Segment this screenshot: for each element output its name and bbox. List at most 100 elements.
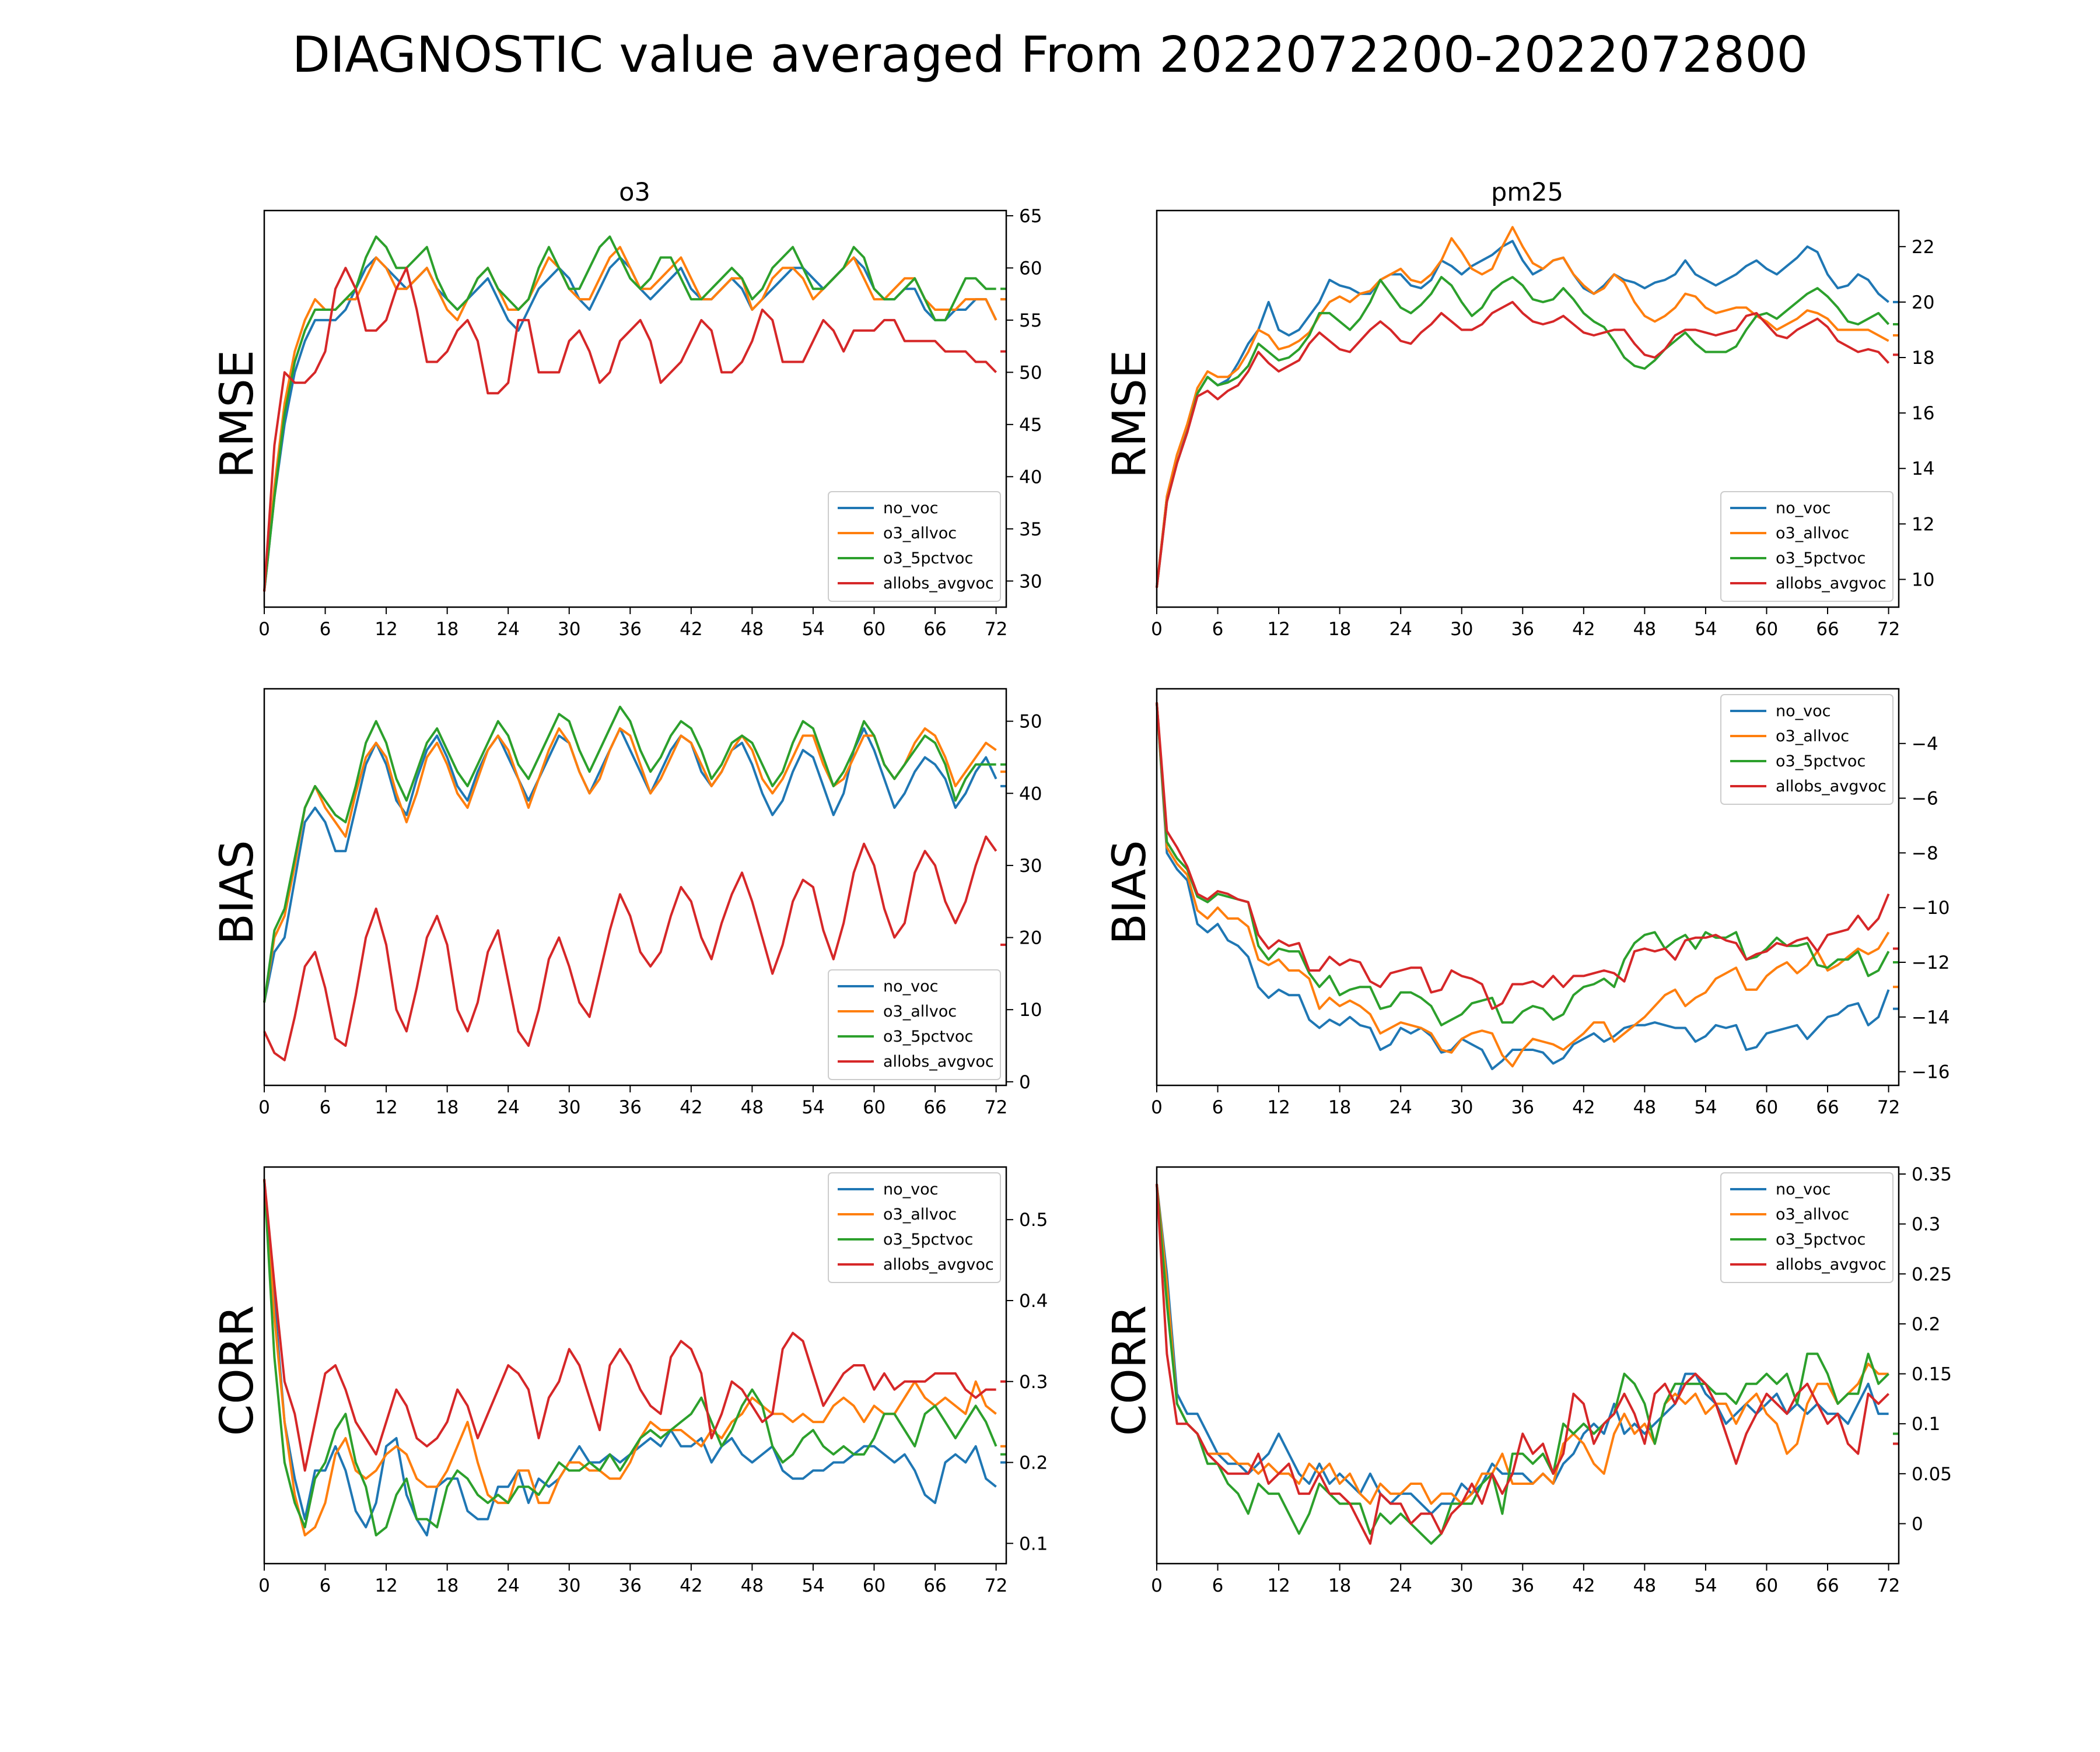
legend-label-o3_5pctvoc: o3_5pctvoc bbox=[1776, 1231, 1866, 1249]
series-line-allobs_avgvoc bbox=[263, 267, 998, 592]
y-tick-label: 0.1 bbox=[1019, 1533, 1048, 1554]
x-tick-label: 36 bbox=[619, 1575, 642, 1596]
y-tick-label: 0.3 bbox=[1019, 1372, 1048, 1393]
x-tick-label: 6 bbox=[320, 619, 331, 640]
legend-label-allobs_avgvoc: allobs_avgvoc bbox=[1776, 574, 1887, 593]
series-line-o3_allvoc bbox=[1156, 226, 1889, 588]
axes-frame bbox=[1156, 688, 1900, 1087]
y-tick-label: 0.3 bbox=[1912, 1214, 1940, 1235]
y-tick-label: 60 bbox=[1019, 258, 1042, 279]
series-line-no_voc bbox=[1156, 240, 1889, 588]
x-tick-label: 30 bbox=[558, 619, 580, 640]
legend-label-allobs_avgvoc: allobs_avgvoc bbox=[1776, 1256, 1887, 1274]
y-tick-label: 14 bbox=[1912, 458, 1934, 479]
panel-1: 0 6 12 18 24 30 36 42 48 54 60 66 72 10 12 14 16 18 20 22 no… bbox=[1151, 209, 1934, 640]
series-line-o3_allvoc bbox=[1156, 702, 1890, 1068]
x-tick-label: 42 bbox=[1572, 1097, 1595, 1118]
y-tick-label: 0.05 bbox=[1912, 1464, 1952, 1485]
y-tick-label: 12 bbox=[1912, 514, 1934, 535]
legend: no_voc o3_allvoc o3_5pctvoc allobs_avgvoc bbox=[828, 1172, 1001, 1283]
axes-frame bbox=[1156, 209, 1900, 608]
x-tick-label: 54 bbox=[802, 619, 824, 640]
x-tick-label: 36 bbox=[1511, 1097, 1534, 1118]
x-tick-label: 30 bbox=[558, 1575, 580, 1596]
axes-frame bbox=[263, 209, 1007, 608]
x-tick-label: 54 bbox=[802, 1575, 824, 1596]
x-tick-label: 0 bbox=[258, 619, 270, 640]
legend-label-o3_5pctvoc: o3_5pctvoc bbox=[883, 1231, 973, 1249]
x-tick-label: 54 bbox=[1694, 1575, 1717, 1596]
x-tick-label: 42 bbox=[1572, 1575, 1595, 1596]
y-tick-label: 55 bbox=[1019, 310, 1042, 331]
y-tick-label: 20 bbox=[1019, 928, 1042, 949]
legend-label-no_voc: no_voc bbox=[883, 1180, 938, 1199]
x-tick-label: 24 bbox=[496, 1575, 519, 1596]
legend-label-no_voc: no_voc bbox=[1776, 499, 1831, 517]
x-tick-label: 18 bbox=[436, 1575, 459, 1596]
legend-box bbox=[828, 491, 1001, 602]
legend-box bbox=[1720, 694, 1894, 805]
x-tick-label: 72 bbox=[985, 619, 1007, 640]
legend-label-no_voc: no_voc bbox=[883, 977, 938, 996]
x-tick-label: 60 bbox=[863, 619, 886, 640]
legend: no_voc o3_allvoc o3_5pctvoc allobs_avgvoc bbox=[1720, 1172, 1894, 1283]
x-tick-label: 6 bbox=[1212, 1097, 1224, 1118]
ylabel-corr-pm25: CORR bbox=[1104, 1305, 1156, 1436]
y-tick-label: 35 bbox=[1019, 519, 1042, 540]
legend-box bbox=[1720, 1172, 1894, 1283]
y-tick-label: 16 bbox=[1912, 403, 1934, 424]
panel-2: 0 6 12 18 24 30 36 42 48 54 60 66 72 0 10 20 30 40 50 no_vo… bbox=[258, 688, 1042, 1118]
legend-label-no_voc: no_voc bbox=[1776, 702, 1831, 720]
x-tick-label: 0 bbox=[1151, 619, 1163, 640]
x-tick-label: 18 bbox=[436, 619, 459, 640]
x-tick-label: 6 bbox=[320, 1575, 331, 1596]
panel-0: 0 6 12 18 24 30 36 42 48 54 60 66 72 30 35 40 45 50 55 60 65… bbox=[258, 206, 1042, 640]
y-tick-label: 45 bbox=[1019, 415, 1042, 436]
y-tick-label: −12 bbox=[1912, 952, 1950, 973]
series-line-o3_5pctvoc bbox=[1156, 702, 1890, 1026]
x-tick-label: 72 bbox=[985, 1097, 1007, 1118]
x-tick-label: 72 bbox=[1877, 619, 1900, 640]
x-tick-label: 60 bbox=[863, 1097, 886, 1118]
x-tick-label: 48 bbox=[1633, 619, 1656, 640]
x-tick-label: 66 bbox=[923, 1575, 946, 1596]
x-tick-label: 60 bbox=[1755, 1097, 1778, 1118]
ylabel-bias-o3: BIAS bbox=[211, 840, 264, 944]
x-tick-label: 30 bbox=[1450, 1097, 1473, 1118]
y-tick-label: 0.2 bbox=[1912, 1314, 1940, 1335]
x-tick-label: 0 bbox=[1151, 1097, 1163, 1118]
legend-box bbox=[828, 969, 1001, 1080]
x-tick-label: 72 bbox=[1877, 1097, 1900, 1118]
y-tick-label: 10 bbox=[1912, 569, 1934, 590]
series-line-allobs_avgvoc bbox=[1156, 702, 1890, 1010]
y-tick-label: 30 bbox=[1019, 856, 1042, 877]
x-tick-label: 66 bbox=[1816, 619, 1839, 640]
ylabel-rmse-o3: RMSE bbox=[211, 350, 264, 478]
legend-label-o3_allvoc: o3_allvoc bbox=[1776, 524, 1849, 542]
series-line-o3_5pctvoc bbox=[263, 235, 996, 592]
x-tick-label: 12 bbox=[1267, 619, 1290, 640]
x-tick-label: 24 bbox=[1389, 619, 1412, 640]
x-tick-label: 0 bbox=[258, 1097, 270, 1118]
x-tick-label: 6 bbox=[1212, 619, 1224, 640]
legend-label-o3_5pctvoc: o3_5pctvoc bbox=[1776, 752, 1866, 770]
series-line-o3_allvoc bbox=[263, 1179, 997, 1537]
legend-label-allobs_avgvoc: allobs_avgvoc bbox=[883, 574, 994, 593]
series-line-no_voc bbox=[1156, 1183, 1889, 1515]
ylabel-corr-o3: CORR bbox=[211, 1305, 264, 1436]
x-tick-label: 6 bbox=[320, 1097, 331, 1118]
series-line-o3_allvoc bbox=[263, 727, 997, 1003]
column-title-pm25: pm25 bbox=[1491, 178, 1563, 207]
x-tick-label: 72 bbox=[1877, 1575, 1900, 1596]
ylabel-rmse-pm25: RMSE bbox=[1104, 350, 1156, 478]
x-tick-label: 48 bbox=[1633, 1575, 1656, 1596]
legend: no_voc o3_allvoc o3_5pctvoc allobs_avgvoc bbox=[1720, 694, 1894, 805]
panels: 0 6 12 18 24 30 36 42 48 54 60 66 723035404550556065… bbox=[258, 206, 1952, 1596]
x-tick-label: 30 bbox=[558, 1097, 580, 1118]
x-tick-label: 12 bbox=[1267, 1575, 1290, 1596]
series-line-no_voc bbox=[263, 727, 998, 1003]
y-tick-label: 0.2 bbox=[1019, 1453, 1048, 1474]
y-tick-label: 22 bbox=[1912, 237, 1934, 258]
panel-5: 0 6 12 18 24 30 36 42 48 54 60 66 72 0 0.05 0.1 0.15 0.2 0… bbox=[1151, 1164, 1952, 1596]
